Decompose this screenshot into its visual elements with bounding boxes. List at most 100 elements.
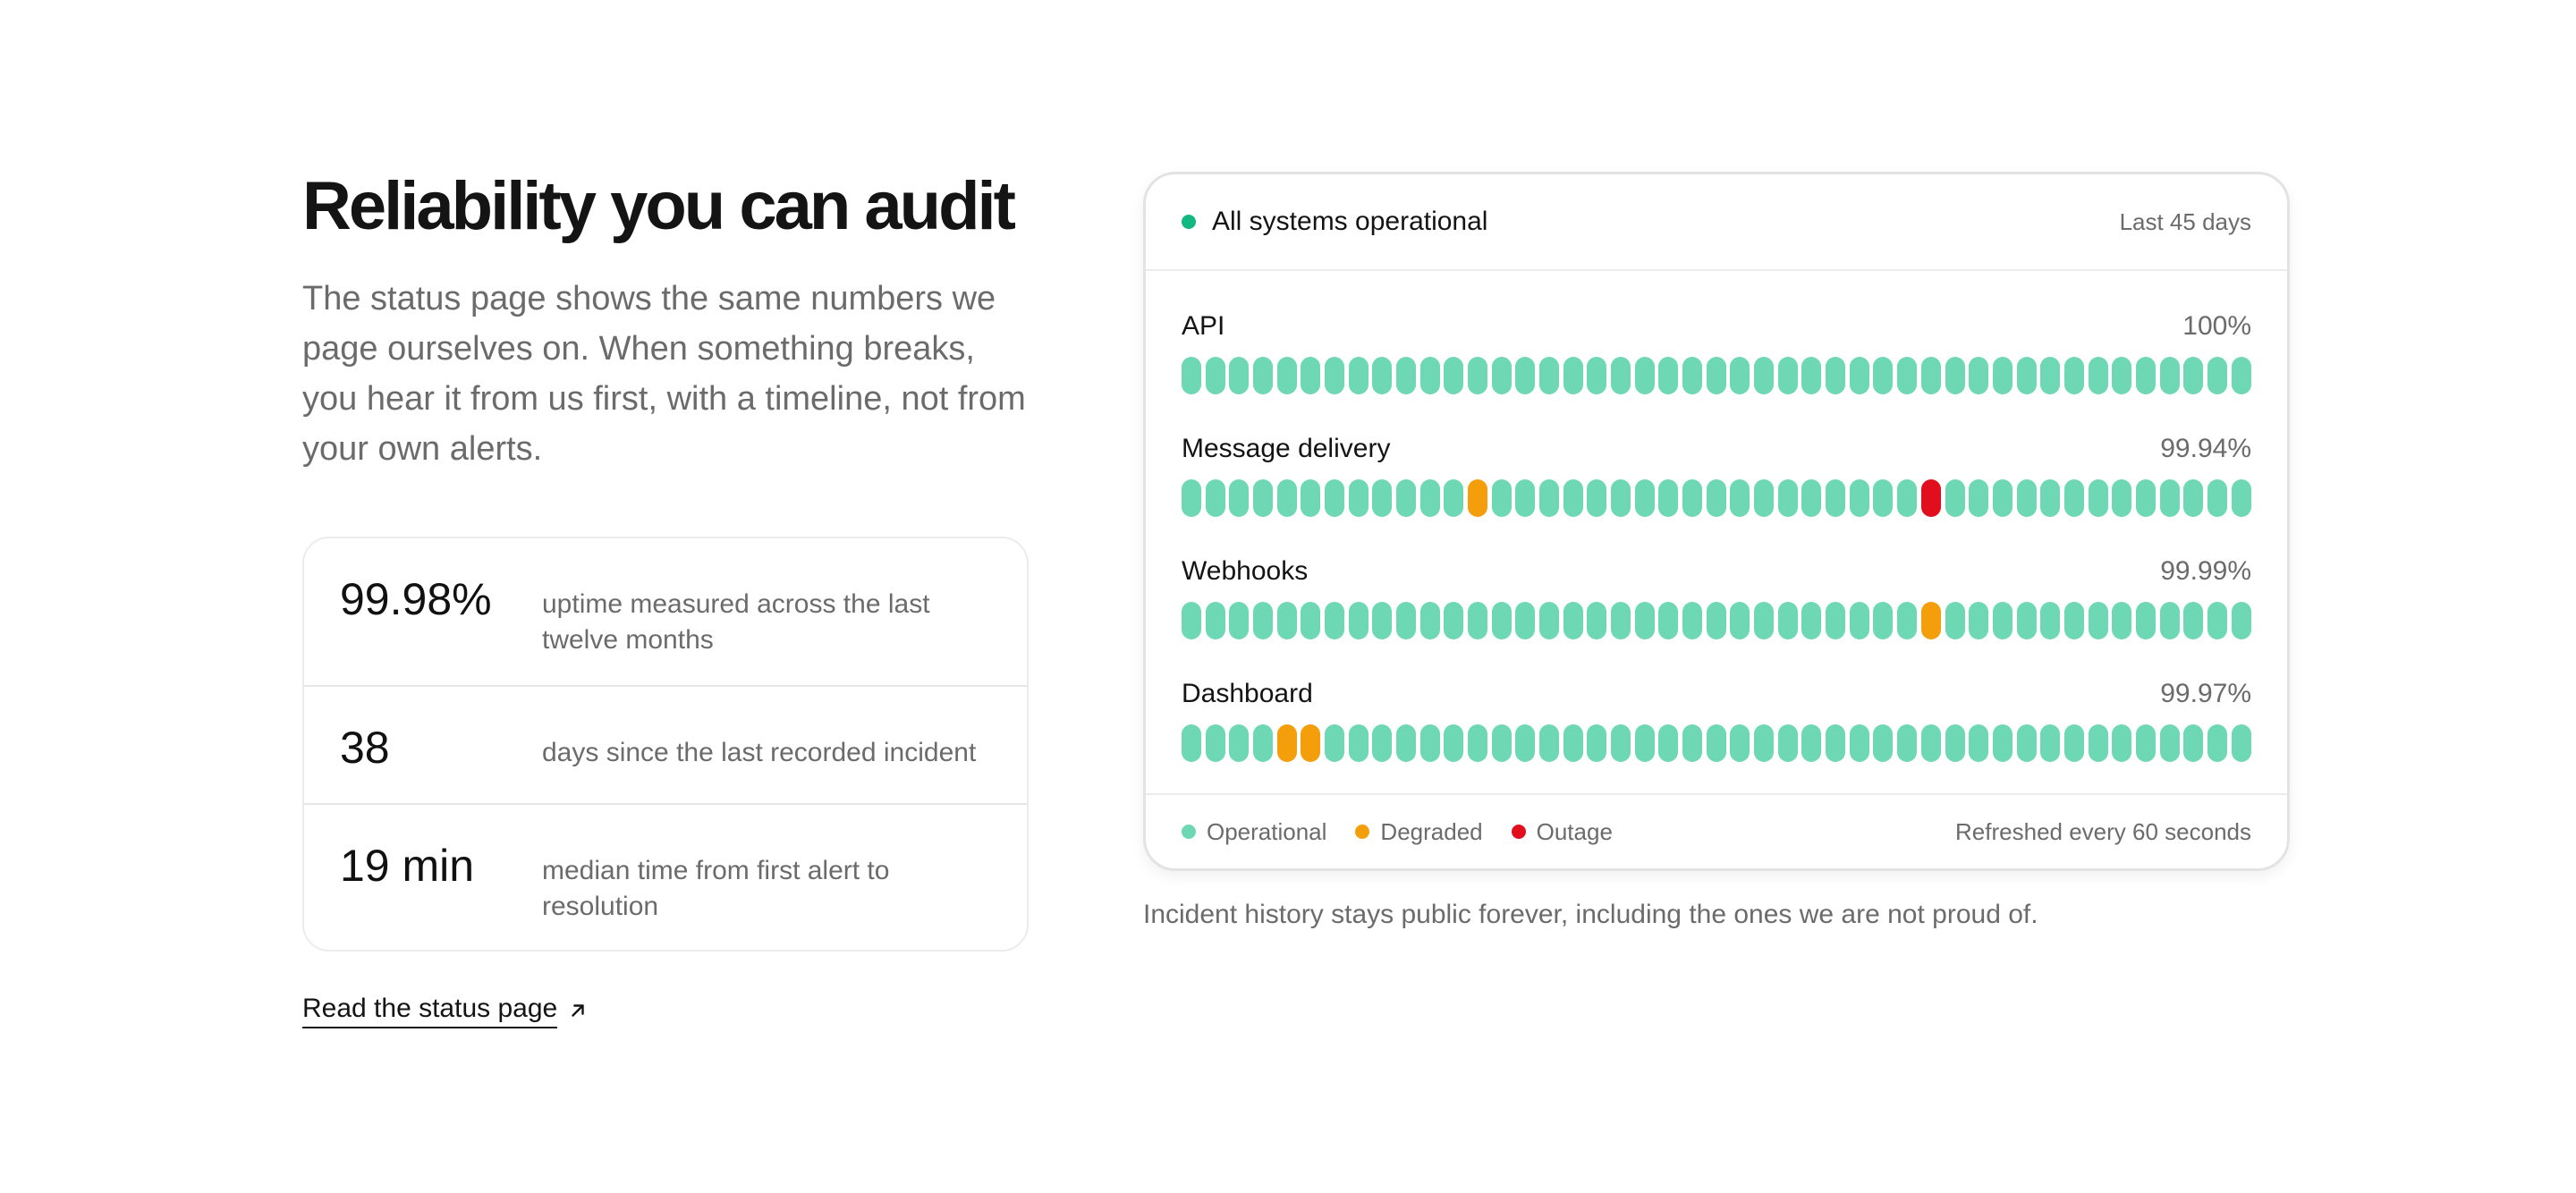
day-bar-operational[interactable] xyxy=(1491,602,1512,639)
day-bar-operational[interactable] xyxy=(1969,479,1989,517)
day-bar-operational[interactable] xyxy=(1253,602,1274,639)
day-bar-operational[interactable] xyxy=(1634,724,1655,762)
day-bar-operational[interactable] xyxy=(1730,479,1750,517)
day-bar-operational[interactable] xyxy=(2016,357,2037,394)
day-bar-operational[interactable] xyxy=(1205,602,1225,639)
day-bar-operational[interactable] xyxy=(1969,724,1989,762)
day-bar-operational[interactable] xyxy=(1301,602,1321,639)
day-bar-operational[interactable] xyxy=(1897,479,1918,517)
day-bar-operational[interactable] xyxy=(1229,479,1250,517)
day-bar-operational[interactable] xyxy=(1182,724,1201,762)
day-bar-operational[interactable] xyxy=(1849,357,1869,394)
day-bar-operational[interactable] xyxy=(1539,357,1560,394)
day-bar-operational[interactable] xyxy=(1348,479,1368,517)
day-bar-operational[interactable] xyxy=(1515,479,1536,517)
day-bar-operational[interactable] xyxy=(2040,724,2061,762)
day-bar-operational[interactable] xyxy=(1706,479,1726,517)
day-bar-operational[interactable] xyxy=(2112,602,2132,639)
day-bar-operational[interactable] xyxy=(2016,479,2037,517)
day-bar-operational[interactable] xyxy=(2112,479,2132,517)
day-bar-operational[interactable] xyxy=(1229,602,1250,639)
day-bar-operational[interactable] xyxy=(2088,357,2108,394)
day-bar-operational[interactable] xyxy=(2063,724,2084,762)
day-bar-operational[interactable] xyxy=(1205,724,1225,762)
day-bar-operational[interactable] xyxy=(1276,602,1297,639)
day-bar-operational[interactable] xyxy=(1945,724,1965,762)
day-bar-operational[interactable] xyxy=(1587,724,1607,762)
day-bar-operational[interactable] xyxy=(2040,357,2061,394)
day-bar-operational[interactable] xyxy=(1276,479,1297,517)
day-bar-operational[interactable] xyxy=(1372,357,1393,394)
day-bar-degraded[interactable] xyxy=(1468,479,1488,517)
day-bar-operational[interactable] xyxy=(1205,357,1225,394)
day-bar-operational[interactable] xyxy=(1372,602,1393,639)
day-bar-operational[interactable] xyxy=(2231,479,2251,517)
day-bar-operational[interactable] xyxy=(1706,724,1726,762)
day-bar-operational[interactable] xyxy=(2207,357,2227,394)
day-bar-outage[interactable] xyxy=(1920,479,1941,517)
day-bar-operational[interactable] xyxy=(1682,602,1703,639)
day-bar-operational[interactable] xyxy=(1945,479,1965,517)
day-bar-operational[interactable] xyxy=(2159,602,2180,639)
day-bar-operational[interactable] xyxy=(2040,602,2061,639)
day-bar-operational[interactable] xyxy=(1897,357,1918,394)
day-bar-operational[interactable] xyxy=(1634,479,1655,517)
day-bar-operational[interactable] xyxy=(1419,602,1440,639)
day-bar-operational[interactable] xyxy=(1658,724,1679,762)
day-bar-operational[interactable] xyxy=(1563,357,1583,394)
day-bar-operational[interactable] xyxy=(1611,357,1631,394)
day-bar-operational[interactable] xyxy=(2040,479,2061,517)
day-bar-operational[interactable] xyxy=(2112,357,2132,394)
day-bar-operational[interactable] xyxy=(2088,602,2108,639)
day-bar-operational[interactable] xyxy=(1372,724,1393,762)
day-bar-operational[interactable] xyxy=(1563,724,1583,762)
day-bar-operational[interactable] xyxy=(2135,602,2156,639)
day-bar-degraded[interactable] xyxy=(1301,724,1321,762)
day-bar-operational[interactable] xyxy=(1682,724,1703,762)
day-bar-operational[interactable] xyxy=(2159,724,2180,762)
day-bar-operational[interactable] xyxy=(2231,724,2251,762)
day-bar-operational[interactable] xyxy=(1873,479,1894,517)
day-bar-operational[interactable] xyxy=(1539,602,1560,639)
day-bar-operational[interactable] xyxy=(1182,479,1201,517)
day-bar-operational[interactable] xyxy=(1276,357,1297,394)
day-bar-operational[interactable] xyxy=(1777,479,1798,517)
day-bar-operational[interactable] xyxy=(1419,479,1440,517)
day-bar-operational[interactable] xyxy=(1611,479,1631,517)
day-bar-operational[interactable] xyxy=(1444,357,1464,394)
day-bar-operational[interactable] xyxy=(1396,724,1417,762)
day-bar-operational[interactable] xyxy=(1444,479,1464,517)
day-bar-operational[interactable] xyxy=(1730,602,1750,639)
day-bar-operational[interactable] xyxy=(1777,357,1798,394)
day-bar-operational[interactable] xyxy=(1969,602,1989,639)
day-bar-operational[interactable] xyxy=(1301,479,1321,517)
day-bar-operational[interactable] xyxy=(1873,724,1894,762)
day-bar-operational[interactable] xyxy=(1444,602,1464,639)
day-bar-operational[interactable] xyxy=(1920,357,1941,394)
day-bar-operational[interactable] xyxy=(1706,357,1726,394)
day-bar-operational[interactable] xyxy=(1945,602,1965,639)
day-bar-operational[interactable] xyxy=(1992,724,2012,762)
day-bar-operational[interactable] xyxy=(2207,724,2227,762)
day-bar-operational[interactable] xyxy=(2207,479,2227,517)
day-bar-operational[interactable] xyxy=(1515,357,1536,394)
day-bar-operational[interactable] xyxy=(1396,357,1417,394)
day-bar-operational[interactable] xyxy=(1992,602,2012,639)
day-bar-operational[interactable] xyxy=(1777,724,1798,762)
day-bar-operational[interactable] xyxy=(1826,602,1846,639)
day-bar-operational[interactable] xyxy=(1539,724,1560,762)
day-bar-operational[interactable] xyxy=(1253,357,1274,394)
day-bar-operational[interactable] xyxy=(1634,357,1655,394)
day-bar-operational[interactable] xyxy=(1801,357,1822,394)
day-bar-operational[interactable] xyxy=(1658,357,1679,394)
day-bar-operational[interactable] xyxy=(1826,724,1846,762)
day-bar-operational[interactable] xyxy=(1849,479,1869,517)
day-bar-operational[interactable] xyxy=(1468,724,1488,762)
day-bar-operational[interactable] xyxy=(2112,724,2132,762)
day-bar-operational[interactable] xyxy=(1587,357,1607,394)
day-bar-operational[interactable] xyxy=(1897,724,1918,762)
day-bar-operational[interactable] xyxy=(2183,602,2204,639)
day-bar-operational[interactable] xyxy=(1801,602,1822,639)
day-bar-operational[interactable] xyxy=(1563,479,1583,517)
day-bar-operational[interactable] xyxy=(1611,724,1631,762)
